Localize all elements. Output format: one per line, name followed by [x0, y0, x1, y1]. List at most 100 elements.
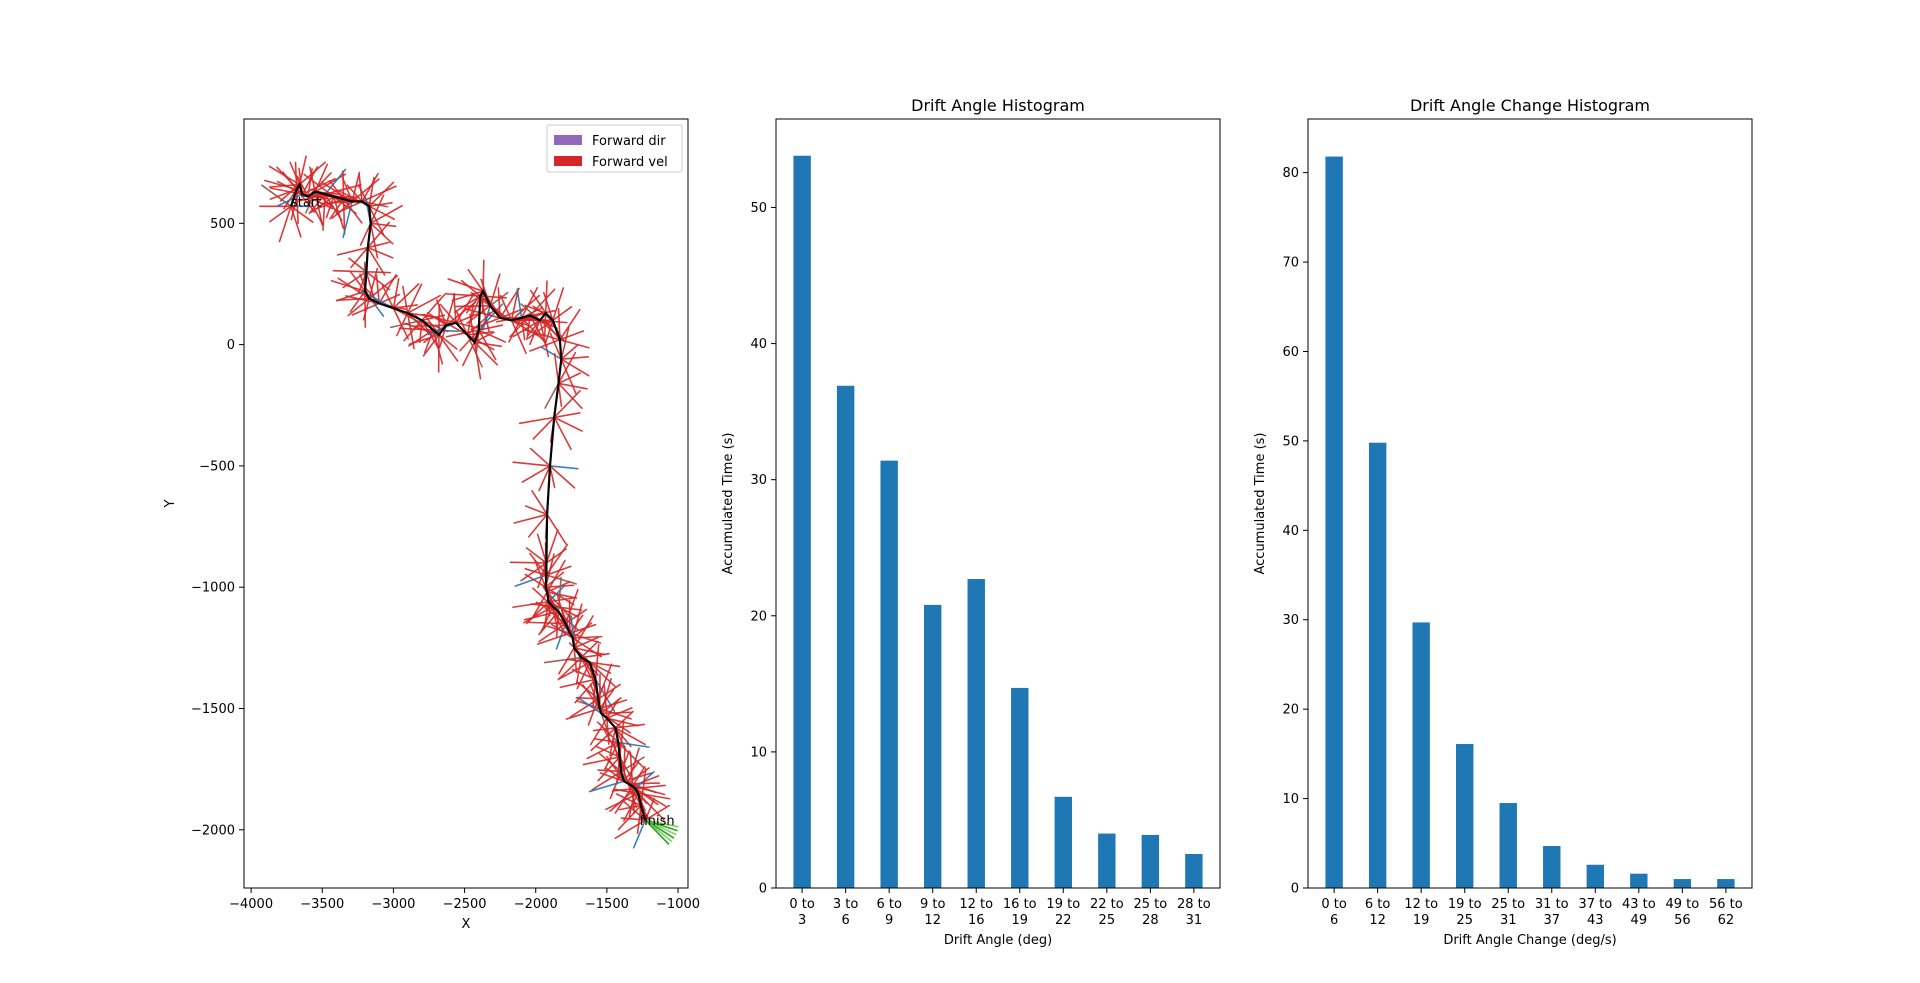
direction-arrow [552, 605, 583, 611]
finish-annotation: finish [640, 814, 675, 829]
direction-arrow [575, 696, 600, 700]
x-tick-label: 16 to 19 [1003, 897, 1037, 928]
direction-arrow [524, 573, 547, 588]
y-axis-label: Y [163, 499, 178, 508]
bars [793, 155, 1203, 889]
y-tick-label: −1000 [191, 581, 235, 596]
direction-arrow [406, 294, 442, 314]
bar [1368, 442, 1387, 888]
direction-arrow [560, 358, 590, 377]
x-tick-label-line: 37 to [1578, 897, 1612, 912]
y-tick-label: 500 [210, 217, 235, 232]
x-tick-label: 12 to 19 [1404, 897, 1438, 928]
direction-arrow [631, 775, 660, 787]
direction-arrow [589, 661, 616, 688]
direction-arrow [582, 684, 601, 710]
direction-arrow [367, 246, 394, 259]
direction-arrow [569, 697, 600, 718]
bar [1673, 879, 1692, 888]
drift-angle-histogram: 0 to 3 3 to 6 6 to 9 9 to 12 12 to 16 16 to 19 19 to… [721, 96, 1221, 948]
x-tick-label: −3500 [300, 897, 344, 912]
direction-arrow [573, 636, 599, 649]
x-tick-label: −4000 [229, 897, 273, 912]
direction-arrow [361, 185, 397, 203]
direction-arrow [644, 819, 670, 846]
direction-arrow [524, 505, 548, 516]
x-tick-label-line: 22 to [1090, 897, 1124, 912]
direction-arrow [580, 640, 599, 659]
direction-arrow [549, 332, 563, 360]
direction-arrow [525, 547, 548, 564]
direction-arrow [367, 246, 386, 276]
direction-arrow [597, 683, 621, 700]
direction-arrow [276, 166, 304, 196]
direction-arrow [571, 603, 583, 639]
x-tick-label-line: 37 [1543, 913, 1560, 928]
direction-arrow [603, 729, 621, 758]
direction-arrow [335, 200, 363, 214]
direction-arrow [527, 513, 548, 538]
direction-arrow [560, 343, 579, 360]
direction-arrow [478, 329, 497, 361]
direction-arrow [549, 465, 579, 470]
direction-arrow [261, 184, 292, 208]
direction-arrow [365, 271, 377, 306]
x-axis-label: Drift Angle (deg) [944, 933, 1052, 948]
bar [1586, 864, 1604, 888]
plot-frame [775, 118, 1221, 889]
direction-arrow [536, 533, 548, 564]
direction-arrow [603, 684, 608, 719]
x-tick-label-line: 25 to [1491, 897, 1525, 912]
y-tick-label: 40 [1282, 524, 1299, 539]
direction-arrow [398, 327, 435, 331]
direction-arrow [269, 205, 292, 223]
direction-arrow [351, 178, 380, 203]
direction-arrow [510, 288, 520, 322]
direction-arrow [499, 294, 513, 322]
direction-arrow [295, 193, 326, 203]
x-tick-label: −3000 [371, 897, 415, 912]
x-tick-label: 25 to 28 [1133, 897, 1167, 928]
direction-arrow [305, 190, 316, 214]
direction-arrow [589, 717, 608, 746]
legend-swatch-forward-vel [554, 156, 582, 166]
x-tick-label-line: 62 [1718, 913, 1735, 928]
direction-arrow [599, 772, 625, 783]
y-axis-label: Accumulated Time (s) [721, 432, 736, 574]
direction-arrow [571, 635, 603, 639]
direction-arrow [421, 319, 440, 350]
direction-arrow [614, 819, 647, 840]
y-tick-label: −500 [199, 459, 235, 474]
start-annotation: start [291, 195, 321, 210]
x-tick-label-line: 6 [842, 913, 850, 928]
direction-arrow [320, 200, 353, 205]
direction-arrow [473, 341, 499, 366]
arrow-fans [259, 155, 679, 849]
direction-arrow [596, 721, 620, 744]
direction-arrow [545, 529, 559, 564]
direction-arrow [552, 287, 565, 322]
y-ticks: 0 10 20 30 40 50 [750, 201, 776, 897]
x-tick-label-line: 25 to [1133, 897, 1167, 912]
x-tick-label-line: 9 to [920, 897, 946, 912]
direction-arrow [521, 465, 551, 483]
direction-arrow [309, 166, 316, 193]
direction-arrow [270, 187, 304, 196]
legend: Forward dir Forward vel [546, 124, 683, 173]
direction-arrow [328, 179, 345, 200]
direction-arrow [392, 304, 419, 310]
x-tick-label: −2000 [514, 897, 558, 912]
direction-arrow [543, 656, 583, 664]
bar [1011, 687, 1029, 888]
direction-arrow [324, 168, 347, 196]
y-tick-label: 30 [750, 473, 767, 488]
direction-arrow [629, 751, 634, 787]
bar [1325, 156, 1343, 889]
x-tick-label: 19 to 22 [1046, 897, 1080, 928]
direction-arrow [594, 643, 600, 681]
direction-arrow [467, 269, 484, 293]
y-tick-label: 0 [1291, 882, 1299, 897]
direction-arrow [322, 193, 326, 231]
direction-arrow [367, 221, 390, 249]
